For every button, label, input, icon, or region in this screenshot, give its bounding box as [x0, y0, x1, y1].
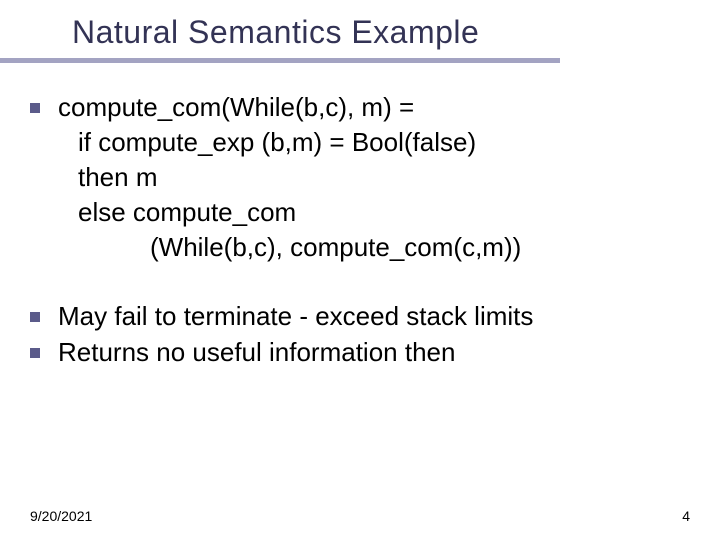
- code-line: then m: [30, 160, 690, 195]
- bullet-icon: [30, 312, 40, 322]
- code-line: (While(b,c), compute_com(c,m)): [30, 230, 690, 265]
- code-line: if compute_exp (b,m) = Bool(false): [30, 125, 690, 160]
- slide-title: Natural Semantics Example: [72, 14, 479, 51]
- footer-date: 9/20/2021: [30, 508, 92, 524]
- slide-body: compute_com(While(b,c), m) = if compute_…: [30, 90, 690, 370]
- bullet-text: compute_com(While(b,c), m) =: [58, 90, 690, 125]
- bullet-item-2: May fail to terminate - exceed stack lim…: [30, 299, 690, 334]
- bullet-icon: [30, 348, 40, 358]
- bullet-icon: [30, 103, 40, 113]
- bullet-item-3: Returns no useful information then: [30, 335, 690, 370]
- slide: Natural Semantics Example compute_com(Wh…: [0, 0, 720, 540]
- spacer: [30, 265, 690, 299]
- bullet-text: Returns no useful information then: [58, 335, 690, 370]
- bullet-item-1: compute_com(While(b,c), m) =: [30, 90, 690, 125]
- bullet-text: May fail to terminate - exceed stack lim…: [58, 299, 690, 334]
- footer-page-number: 4: [682, 508, 690, 524]
- title-underline-thin: [0, 61, 560, 63]
- code-line: else compute_com: [30, 195, 690, 230]
